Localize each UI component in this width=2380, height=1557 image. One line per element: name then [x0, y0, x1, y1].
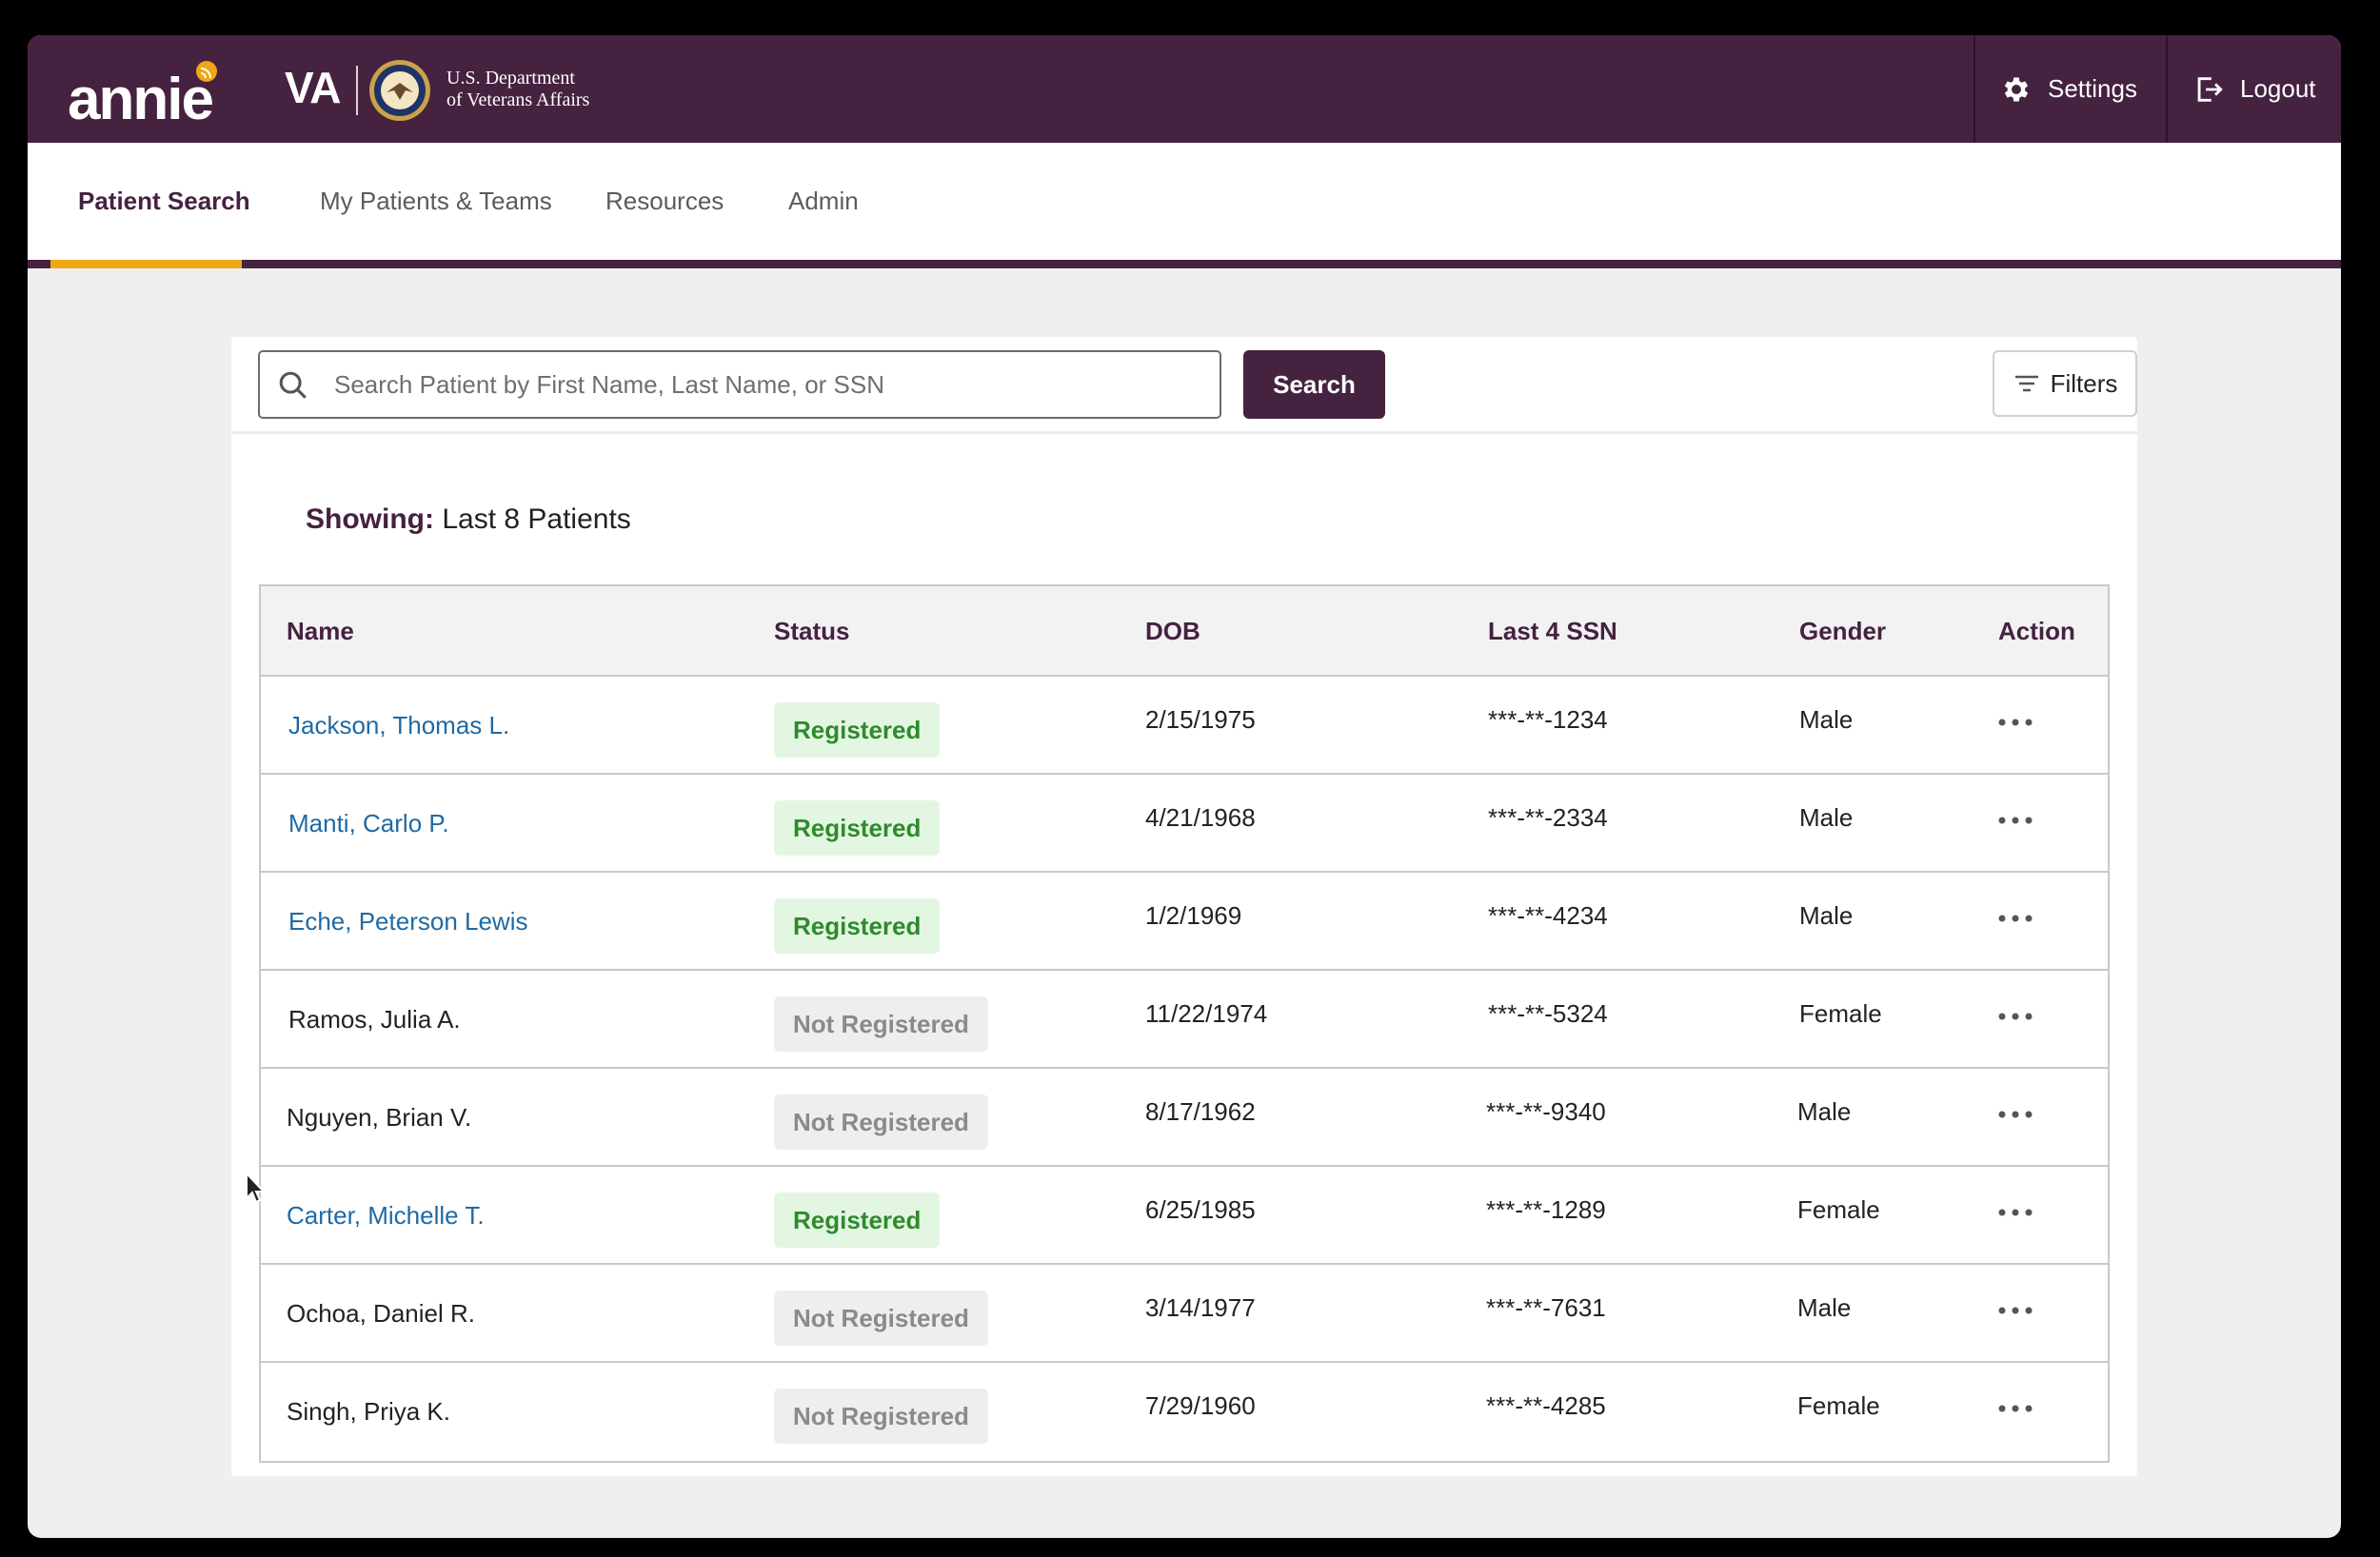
table-row[interactable]: Ochoa, Daniel R. Not Registered 3/14/197… — [261, 1265, 2108, 1363]
top-header: annie VA U.S. Department of Veterans Aff… — [28, 35, 2341, 143]
status-badge: Registered — [774, 898, 941, 954]
patient-gender: Male — [1799, 705, 1854, 734]
column-header-action: Action — [1998, 617, 2075, 645]
status-badge: Registered — [774, 702, 941, 758]
settings-label: Settings — [2048, 74, 2137, 103]
patient-dob: 7/29/1960 — [1145, 1391, 1256, 1420]
logout-icon — [2197, 76, 2223, 102]
logout-button[interactable]: Logout — [2166, 35, 2341, 143]
settings-button[interactable]: Settings — [1973, 35, 2166, 143]
patient-dob: 4/21/1968 — [1145, 803, 1256, 832]
patient-name-link[interactable]: Carter, Michelle T. — [287, 1201, 485, 1230]
patient-ssn: ***-**-4285 — [1486, 1391, 1606, 1420]
filter-lines-icon — [2014, 375, 2038, 392]
va-logo-text: VA — [285, 63, 341, 112]
search-icon — [279, 371, 307, 399]
status-badge: Not Registered — [774, 1291, 988, 1346]
svg-text:annie: annie — [68, 67, 212, 128]
search-button[interactable]: Search — [1243, 350, 1385, 419]
patients-table: Name Status DOB Last 4 SSN Gender Action… — [259, 584, 2110, 1463]
patient-gender: Male — [1799, 803, 1854, 832]
patient-gender: Female — [1799, 999, 1882, 1028]
status-badge: Not Registered — [774, 1094, 988, 1150]
patient-gender: Male — [1797, 1097, 1852, 1126]
patient-ssn: ***-**-1234 — [1488, 705, 1608, 734]
patient-dob: 6/25/1985 — [1145, 1195, 1256, 1224]
status-badge: Registered — [774, 1192, 941, 1248]
patient-ssn: ***-**-9340 — [1486, 1097, 1606, 1126]
table-header: Name Status DOB Last 4 SSN Gender Action — [261, 586, 2108, 677]
patient-name-link[interactable]: Jackson, Thomas L. — [288, 711, 510, 739]
showing-label: Showing: — [306, 503, 434, 535]
table-row[interactable]: Carter, Michelle T. Registered 6/25/1985… — [261, 1167, 2108, 1265]
column-header-gender[interactable]: Gender — [1799, 617, 1887, 645]
gear-icon — [2004, 77, 2029, 101]
logo-separator — [356, 66, 358, 115]
patient-dob: 8/17/1962 — [1145, 1097, 1256, 1126]
active-tab-indicator — [50, 260, 242, 268]
more-horizontal-icon[interactable] — [1996, 1201, 2034, 1224]
panel-divider — [231, 431, 2137, 434]
patient-dob: 11/22/1974 — [1145, 999, 1268, 1028]
search-input[interactable] — [334, 352, 1200, 417]
column-header-ssn[interactable]: Last 4 SSN — [1488, 617, 1617, 645]
patient-gender: Female — [1797, 1195, 1880, 1224]
search-box — [258, 350, 1221, 419]
patient-ssn: ***-**-2334 — [1488, 803, 1608, 832]
patient-name: Nguyen, Brian V. — [287, 1103, 472, 1132]
showing-summary: Showing: Last 8 Patients — [306, 503, 631, 536]
more-horizontal-icon[interactable] — [1996, 1005, 2034, 1028]
app-window: annie VA U.S. Department of Veterans Aff… — [28, 35, 2341, 1538]
patient-dob: 2/15/1975 — [1145, 705, 1256, 734]
va-seal-icon — [369, 60, 430, 121]
table-row[interactable]: Ramos, Julia A. Not Registered 11/22/197… — [261, 971, 2108, 1069]
filters-button[interactable]: Filters — [1993, 350, 2137, 417]
more-horizontal-icon[interactable] — [1996, 907, 2034, 930]
patient-ssn: ***-**-5324 — [1488, 999, 1608, 1028]
more-horizontal-icon[interactable] — [1996, 1103, 2034, 1126]
va-department-line1: U.S. Department — [446, 68, 575, 89]
column-header-status[interactable]: Status — [774, 617, 850, 645]
patient-search-panel: Search Filters Showing: Last 8 Patients … — [231, 337, 2137, 1476]
logout-label: Logout — [2240, 74, 2316, 103]
patient-gender: Male — [1797, 1293, 1852, 1322]
tab-my-patients-teams[interactable]: My Patients & Teams — [320, 187, 552, 215]
column-header-dob[interactable]: DOB — [1145, 617, 1200, 645]
table-row[interactable]: Jackson, Thomas L. Registered 2/15/1975 … — [261, 677, 2108, 775]
annie-logo[interactable]: annie — [66, 52, 228, 128]
mouse-cursor-icon — [246, 1172, 266, 1204]
patient-name: Singh, Priya K. — [287, 1397, 450, 1426]
patient-dob: 1/2/1969 — [1145, 901, 1242, 930]
status-badge: Registered — [774, 800, 941, 856]
patient-ssn: ***-**-7631 — [1486, 1293, 1606, 1322]
more-horizontal-icon[interactable] — [1996, 711, 2034, 734]
patient-name: Ramos, Julia A. — [288, 1005, 461, 1034]
showing-value: Last 8 Patients — [442, 503, 631, 535]
patient-name-link[interactable]: Manti, Carlo P. — [288, 809, 449, 838]
va-department-name: U.S. Department of Veterans Affairs — [446, 68, 589, 111]
status-badge: Not Registered — [774, 1389, 988, 1444]
filters-label: Filters — [2050, 368, 2118, 398]
more-horizontal-icon[interactable] — [1996, 809, 2034, 832]
more-horizontal-icon[interactable] — [1996, 1299, 2034, 1322]
patient-name: Ochoa, Daniel R. — [287, 1299, 475, 1328]
patient-ssn: ***-**-4234 — [1488, 901, 1608, 930]
tab-admin[interactable]: Admin — [788, 187, 859, 215]
table-row[interactable]: Singh, Priya K. Not Registered 7/29/1960… — [261, 1363, 2108, 1461]
status-badge: Not Registered — [774, 996, 988, 1052]
tab-patient-search[interactable]: Patient Search — [78, 187, 250, 215]
table-row[interactable]: Eche, Peterson Lewis Registered 1/2/1969… — [261, 873, 2108, 971]
patient-ssn: ***-**-1289 — [1486, 1195, 1606, 1224]
main-nav: Patient Search My Patients & Teams Resou… — [28, 143, 2341, 268]
patient-gender: Female — [1797, 1391, 1880, 1420]
va-department-line2: of Veterans Affairs — [446, 89, 590, 110]
more-horizontal-icon[interactable] — [1996, 1397, 2034, 1420]
patient-name-link[interactable]: Eche, Peterson Lewis — [288, 907, 528, 936]
table-row[interactable]: Nguyen, Brian V. Not Registered 8/17/196… — [261, 1069, 2108, 1167]
table-row[interactable]: Manti, Carlo P. Registered 4/21/1968 ***… — [261, 775, 2108, 873]
patient-dob: 3/14/1977 — [1145, 1293, 1256, 1322]
tab-resources[interactable]: Resources — [605, 187, 724, 215]
column-header-name[interactable]: Name — [287, 617, 354, 645]
patient-gender: Male — [1799, 901, 1854, 930]
